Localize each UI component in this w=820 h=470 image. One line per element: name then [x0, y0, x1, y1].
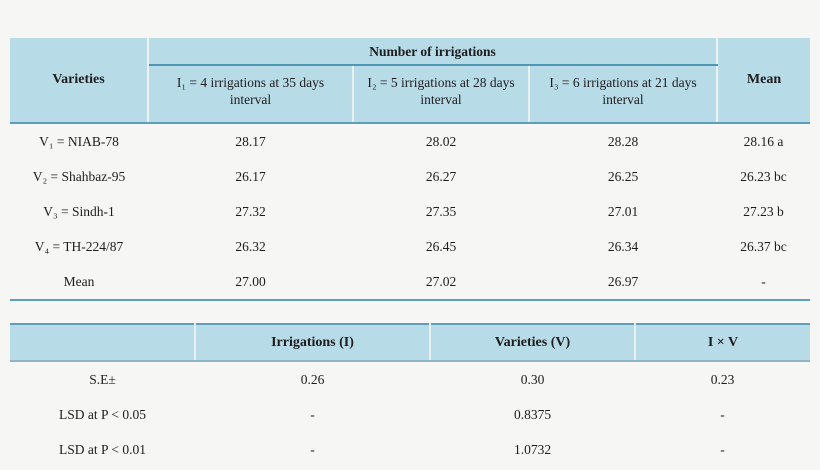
- data-cell: 27.32: [148, 194, 353, 229]
- data-cell: 26.27: [353, 159, 529, 194]
- table-row-sindh1: V₃ = Sindh-1 27.32 27.35 27.01 27.23 b: [10, 194, 811, 229]
- data-cell: 26.17: [148, 159, 353, 194]
- mean-cell: 26.37 bc: [717, 229, 811, 264]
- stat-cell: -: [635, 397, 810, 432]
- stat-cell: -: [195, 432, 430, 467]
- table-row-cv: CV% 3.06: [10, 467, 810, 470]
- stat-cell: [430, 467, 635, 470]
- blank-header: [10, 323, 196, 362]
- stat-label: CV%: [10, 467, 195, 470]
- mean-cell: 28.16 a: [717, 123, 811, 159]
- irrigation-varieties-table: Varieties Number of irrigations Mean I₁ …: [10, 38, 811, 301]
- mean-cell: 27.23 b: [717, 194, 811, 229]
- variety-label: Mean: [10, 264, 148, 300]
- table-row-shahbaz95: V₂ = Shahbaz-95 26.17 26.27 26.25 26.23 …: [10, 159, 811, 194]
- stat-cell: -: [635, 432, 810, 467]
- mean-cell: -: [717, 264, 811, 300]
- i1-column-header: I₁ = 4 irrigations at 35 days interval: [148, 65, 354, 124]
- data-cell: 26.45: [353, 229, 529, 264]
- table-row-se: S.E± 0.26 0.30 0.23: [10, 361, 810, 397]
- table-row-th22487: V₄ = TH-224/87 26.32 26.45 26.34 26.37 b…: [10, 229, 811, 264]
- data-cell: 28.17: [148, 123, 353, 159]
- stat-label: S.E±: [10, 361, 195, 397]
- table-row-niab78: V₁ = NIAB-78 28.17 28.02 28.28 28.16 a: [10, 123, 811, 159]
- stat-cell: 0.30: [430, 361, 635, 397]
- stat-cell: 0.8375: [430, 397, 635, 432]
- table2-body: S.E± 0.26 0.30 0.23 LSD at P < 0.05 - 0.…: [10, 361, 810, 470]
- variety-label: V₁ = NIAB-78: [10, 123, 148, 159]
- varieties-factor-header: Varieties (V): [430, 323, 636, 362]
- mean-column-header: Mean: [716, 38, 811, 124]
- variety-label: V₄ = TH-224/87: [10, 229, 148, 264]
- data-cell: 26.34: [529, 229, 718, 264]
- interaction-factor-header: I × V: [635, 323, 810, 362]
- number-of-irrigations-group-header: Number of irrigations: [148, 38, 718, 66]
- varieties-column-header: Varieties: [10, 38, 149, 124]
- data-cell: 27.00: [148, 264, 353, 300]
- i3-column-header: I₃ = 6 irrigations at 21 days interval: [529, 65, 718, 124]
- data-cell: 26.25: [529, 159, 718, 194]
- table-row-lsd005: LSD at P < 0.05 - 0.8375 -: [10, 397, 810, 432]
- table1-header: Varieties Number of irrigations Mean I₁ …: [10, 38, 811, 124]
- i2-column-header: I₂ = 5 irrigations at 28 days interval: [353, 65, 530, 124]
- table1-body: V₁ = NIAB-78 28.17 28.02 28.28 28.16 a V…: [10, 123, 811, 300]
- data-cell: 26.32: [148, 229, 353, 264]
- stat-cell: 3.06: [195, 467, 430, 470]
- stat-cell: 0.26: [195, 361, 430, 397]
- stat-label: LSD at P < 0.05: [10, 397, 195, 432]
- data-cell: 27.02: [353, 264, 529, 300]
- variety-label: V₂ = Shahbaz-95: [10, 159, 148, 194]
- stat-cell: [635, 467, 810, 470]
- stat-label: LSD at P < 0.01: [10, 432, 195, 467]
- table-row-mean: Mean 27.00 27.02 26.97 -: [10, 264, 811, 300]
- data-cell: 28.28: [529, 123, 718, 159]
- data-cell: 27.35: [353, 194, 529, 229]
- mean-cell: 26.23 bc: [717, 159, 811, 194]
- irrigations-factor-header: Irrigations (I): [195, 323, 431, 362]
- table-row-lsd001: LSD at P < 0.01 - 1.0732 -: [10, 432, 810, 467]
- statistics-summary-table: Irrigations (I) Varieties (V) I × V S.E±…: [10, 323, 810, 470]
- data-cell: 26.97: [529, 264, 718, 300]
- data-cell: 28.02: [353, 123, 529, 159]
- stat-cell: -: [195, 397, 430, 432]
- table2-header: Irrigations (I) Varieties (V) I × V: [10, 323, 810, 362]
- stat-cell: 0.23: [635, 361, 810, 397]
- variety-label: V₃ = Sindh-1: [10, 194, 148, 229]
- data-cell: 27.01: [529, 194, 718, 229]
- stat-cell: 1.0732: [430, 432, 635, 467]
